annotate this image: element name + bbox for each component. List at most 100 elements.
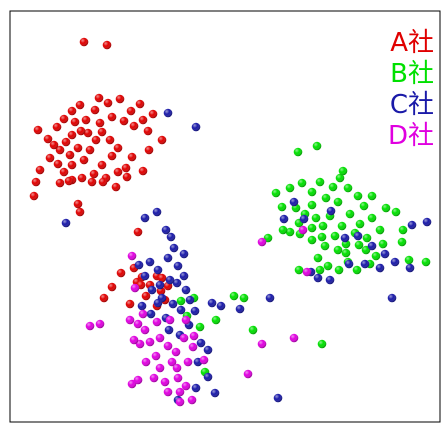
data-point-shading	[113, 143, 123, 153]
data-point-shading	[381, 203, 391, 213]
data-point-shading	[321, 193, 331, 203]
data-point-shading	[138, 309, 148, 319]
data-point-shading	[404, 255, 414, 265]
data-point-shading	[330, 231, 340, 241]
data-point-shading	[152, 317, 162, 327]
data-point-shading	[367, 213, 377, 223]
data-point-shading	[87, 177, 97, 187]
data-point-shading	[183, 357, 193, 367]
points-layer	[29, 37, 432, 407]
data-point-shading	[95, 319, 105, 329]
data-point-shading	[307, 200, 317, 210]
data-point-shading	[297, 178, 307, 188]
data-point-shading	[95, 118, 105, 128]
data-point-shading	[65, 150, 75, 160]
data-point-shading	[55, 145, 65, 155]
data-point-shading	[179, 249, 189, 259]
data-point-shading	[210, 388, 220, 398]
data-point-shading	[375, 225, 385, 235]
data-point-shading	[397, 237, 407, 247]
data-point-shading	[320, 241, 330, 251]
data-point-shading	[352, 265, 362, 275]
data-point-shading	[360, 259, 370, 269]
data-point-shading	[173, 261, 183, 271]
data-point-shading	[257, 237, 267, 247]
data-point-shading	[375, 263, 385, 273]
data-point-shading	[83, 128, 93, 138]
data-point-shading	[171, 347, 181, 357]
data-point-shading	[333, 197, 343, 207]
data-point-shading	[125, 299, 135, 309]
data-point-shading	[99, 293, 109, 303]
data-point-shading	[191, 122, 201, 132]
data-point-shading	[353, 231, 363, 241]
data-point-shading	[140, 271, 150, 281]
data-point-shading	[285, 227, 295, 237]
data-point-shading	[73, 199, 83, 209]
data-point-shading	[113, 167, 123, 177]
data-point-shading	[49, 140, 59, 150]
data-point-shading	[313, 253, 323, 263]
data-point-shading	[167, 357, 177, 367]
data-point-shading	[362, 233, 372, 243]
data-point-shading	[163, 341, 173, 351]
data-point-shading	[141, 291, 151, 301]
data-point-shading	[341, 248, 351, 258]
data-point-shading	[248, 325, 258, 335]
data-point-shading	[75, 100, 85, 110]
data-point-shading	[354, 240, 364, 250]
data-point-shading	[67, 130, 77, 140]
data-point-shading	[79, 155, 89, 165]
data-point-shading	[338, 166, 348, 176]
data-point-shading	[289, 197, 299, 207]
data-point-shading	[145, 337, 155, 347]
data-point-shading	[333, 245, 343, 255]
data-point-shading	[155, 333, 165, 343]
data-point-shading	[140, 325, 150, 335]
data-point-shading	[111, 182, 121, 192]
data-point-shading	[344, 259, 354, 269]
data-point-shading	[203, 345, 213, 355]
data-point-shading	[97, 160, 107, 170]
data-point-shading	[75, 207, 85, 217]
data-point-shading	[378, 239, 388, 249]
legend-label: A社	[390, 28, 434, 58]
data-point-shading	[345, 209, 355, 219]
data-point-shading	[317, 339, 327, 349]
data-point-shading	[129, 335, 139, 345]
data-point-shading	[125, 315, 135, 325]
data-point-shading	[323, 261, 333, 271]
data-point-shading	[211, 315, 221, 325]
data-point-shading	[129, 121, 139, 131]
data-point-shading	[105, 135, 115, 145]
legend-label: C社	[390, 90, 434, 120]
data-point-shading	[325, 275, 335, 285]
data-point-shading	[64, 176, 74, 186]
data-point-shading	[85, 321, 95, 331]
data-point-shading	[172, 363, 182, 373]
data-point-shading	[116, 268, 126, 278]
data-point-shading	[67, 106, 77, 116]
data-point-shading	[190, 306, 200, 316]
data-point-shading	[235, 304, 245, 314]
data-point-shading	[163, 387, 173, 397]
data-point-shading	[172, 278, 182, 288]
data-point-shading	[94, 93, 104, 103]
data-point-shading	[134, 260, 144, 270]
data-point-shading	[176, 296, 186, 306]
data-point-shading	[73, 143, 83, 153]
data-point-shading	[359, 201, 369, 211]
data-point-shading	[334, 265, 344, 275]
data-point-shading	[145, 257, 155, 267]
data-point-shading	[59, 114, 69, 124]
data-point-shading	[35, 165, 45, 175]
data-point-shading	[127, 152, 137, 162]
data-point-shading	[277, 202, 287, 212]
data-point-shading	[191, 383, 201, 393]
data-point-shading	[98, 177, 108, 187]
data-point-shading	[160, 377, 170, 387]
data-point-shading	[45, 153, 55, 163]
data-point-shading	[302, 267, 312, 277]
data-point-shading	[31, 177, 41, 187]
data-point-shading	[61, 137, 71, 147]
